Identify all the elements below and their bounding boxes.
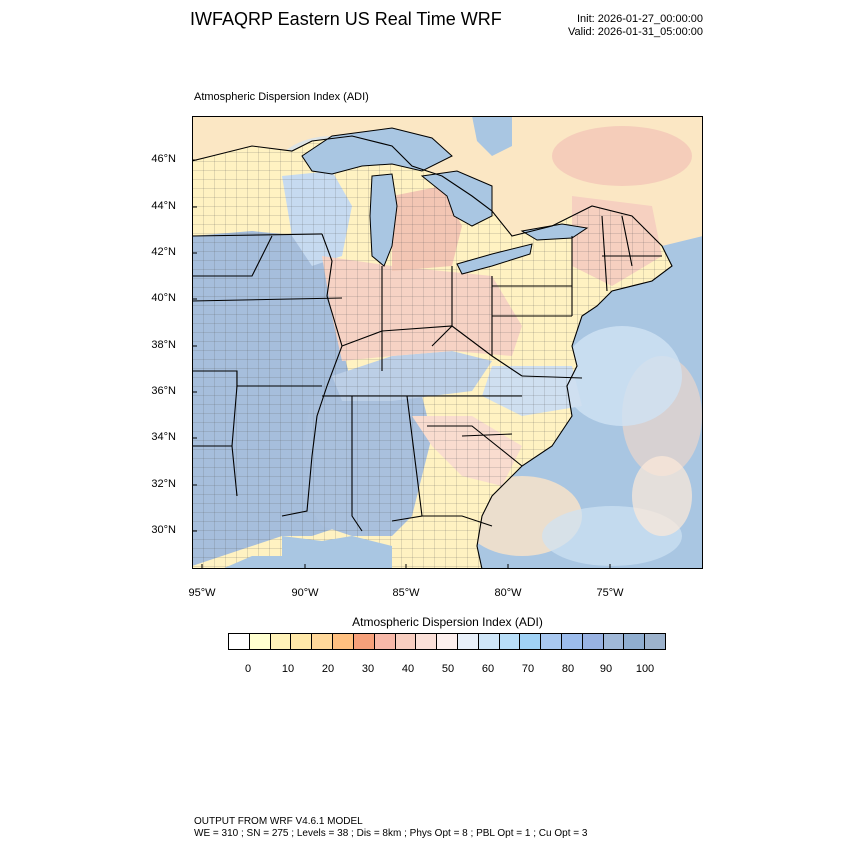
colorbar-label: 20: [321, 663, 335, 675]
lat-label: 32°N: [151, 478, 176, 490]
canada-pink-patch: [552, 126, 692, 186]
map-frame: [192, 116, 703, 569]
hudson-bay-water: [472, 116, 512, 156]
ocean-warm-patch: [632, 456, 692, 536]
lat-label: 44°N: [151, 200, 176, 212]
colorbar-swatch: [353, 634, 375, 649]
lon-label: 90°W: [291, 587, 319, 599]
model-footer: OUTPUT FROM WRF V4.6.1 MODEL WE = 310 ; …: [194, 816, 587, 840]
colorbar-swatch: [291, 634, 313, 649]
colorbar-swatch: [562, 634, 583, 649]
colorbar-label: 50: [441, 663, 455, 675]
colorbar-swatch: [499, 634, 521, 649]
valid-time: Valid: 2026-01-31_05:00:00: [568, 26, 703, 38]
colorbar-swatch: [395, 634, 417, 649]
colorbar-label: 100: [635, 663, 655, 675]
lake-ontario: [520, 223, 589, 241]
colorbar-label: 90: [599, 663, 613, 675]
colorbar-swatch: [520, 634, 542, 649]
lon-label: 75°W: [596, 587, 624, 599]
gulf-coast-water: [282, 536, 392, 569]
colorbar-swatch: [270, 634, 292, 649]
lon-label: 85°W: [392, 587, 420, 599]
colorbar-swatch: [229, 634, 250, 649]
lat-label: 34°N: [151, 431, 176, 443]
colorbar-label: 0: [244, 663, 252, 675]
lake-huron: [420, 170, 493, 227]
colorbar-swatch: [645, 634, 666, 649]
map-ticks: [192, 159, 611, 569]
colorbar-label: 60: [481, 663, 495, 675]
footer-line-2: WE = 310 ; SN = 275 ; Levels = 38 ; Dis …: [194, 828, 588, 839]
colorbar-swatch: [624, 634, 646, 649]
lat-label: 46°N: [151, 153, 176, 165]
colorbar-swatch: [437, 634, 458, 649]
lon-label: 95°W: [188, 587, 216, 599]
lat-label: 40°N: [151, 292, 176, 304]
colorbar-swatch: [582, 634, 604, 649]
colorbar-swatch: [416, 634, 438, 649]
colorbar-title: Atmospheric Dispersion Index (ADI): [352, 615, 543, 629]
colorbar-label: 30: [361, 663, 375, 675]
plot-title: IWFAQRP Eastern US Real Time WRF: [190, 9, 502, 29]
ocean-light-patch: [562, 326, 682, 426]
colorbar-swatch: [478, 634, 500, 649]
lake-erie: [456, 243, 533, 275]
colorbar-swatch: [374, 634, 396, 649]
colorbar-swatch: [603, 634, 625, 649]
map-subtitle: Atmospheric Dispersion Index (ADI): [194, 91, 369, 103]
colorbar-swatch: [312, 634, 334, 649]
colorbar-swatch: [333, 634, 354, 649]
lat-label: 30°N: [151, 524, 176, 536]
lake-superior: [301, 127, 453, 175]
state-borders: [192, 135, 673, 569]
lat-label: 42°N: [151, 246, 176, 258]
lat-label: 36°N: [151, 385, 176, 397]
init-time: Init: 2026-01-27_00:00:00: [577, 13, 703, 25]
adi-map[interactable]: [192, 116, 703, 569]
colorbar-swatch: [249, 634, 271, 649]
lat-label: 38°N: [151, 339, 176, 351]
lake-michigan: [369, 173, 398, 267]
run-times: Init: 2026-01-27_00:00:00 Valid: 2026-01…: [568, 13, 703, 39]
colorbar: [228, 633, 666, 650]
colorbar-label: 10: [281, 663, 295, 675]
colorbar-label: 70: [521, 663, 535, 675]
footer-line-1: OUTPUT FROM WRF V4.6.1 MODEL: [194, 816, 363, 827]
lon-label: 80°W: [494, 587, 522, 599]
colorbar-swatch: [457, 634, 479, 649]
latitude-axis: 46°N 44°N 42°N 40°N 38°N 36°N 34°N 32°N …: [120, 0, 176, 850]
colorbar-label: 40: [401, 663, 415, 675]
colorbar-label: 80: [561, 663, 575, 675]
colorbar-swatch: [541, 634, 562, 649]
